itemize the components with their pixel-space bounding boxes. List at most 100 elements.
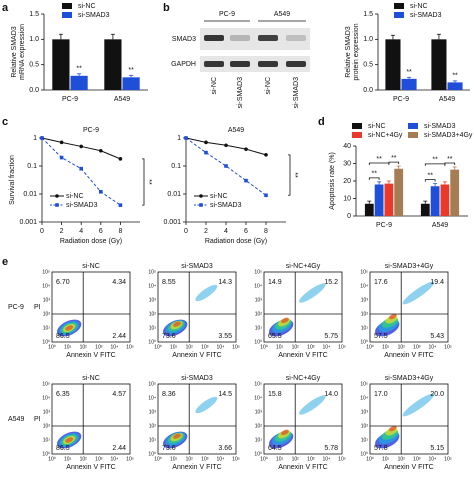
y-tick-label: 10⁴	[42, 395, 50, 401]
y-tick-label: 1.5	[363, 11, 373, 18]
x-tick-label: 2	[60, 228, 64, 235]
x-tick-label: 0	[184, 228, 188, 235]
x-tick-label: 10¹	[276, 456, 284, 462]
cell-cloud	[402, 281, 435, 305]
y-tick-label: 10⁴	[148, 395, 156, 401]
y-tick-label: 1.0	[29, 36, 39, 43]
y-tick-label: 10	[343, 195, 351, 202]
y-axis-label: Relative SMAD3	[11, 26, 18, 77]
y-tick-label: 30	[343, 160, 351, 167]
quadrant-value: 2.44	[112, 333, 126, 340]
y-tick-label: 10⁵	[148, 381, 156, 387]
x-tick-label: 10⁴	[111, 456, 119, 462]
x-tick-label: 10³	[95, 344, 103, 350]
significance: **	[76, 66, 82, 73]
legend-marker	[199, 203, 203, 207]
panel-label: d	[318, 116, 325, 128]
x-tick-label: 10⁰	[154, 456, 162, 462]
cell-line-label: PC-9	[219, 11, 235, 18]
point	[204, 150, 208, 155]
quadrant-value: 4.34	[112, 279, 126, 286]
x-tick-label: 10²	[292, 456, 300, 462]
x-tick-label: 10⁵	[126, 456, 134, 462]
quadrant-value: 57.8	[374, 445, 388, 452]
legend-label: si-SMAD3	[210, 202, 242, 209]
x-tick-label: 10⁴	[323, 456, 331, 462]
y-tick-label: 10⁵	[42, 381, 50, 387]
y-tick-label: 10²	[255, 423, 263, 429]
column-title: si-NC	[82, 263, 100, 270]
y-tick-label: 0.001	[19, 219, 37, 226]
cell-cloud	[281, 429, 289, 436]
y-tick-label: 0.0	[363, 87, 373, 94]
panel-label: b	[163, 2, 170, 14]
y-tick-label: 10²	[255, 311, 263, 317]
quadrant-value: 8.36	[162, 391, 176, 398]
x-tick-label: 10⁵	[338, 456, 346, 462]
bar	[70, 75, 88, 90]
point	[79, 144, 83, 149]
y-tick-label: 10⁵	[360, 269, 368, 275]
bar	[431, 39, 447, 90]
bar	[420, 203, 430, 216]
x-tick-label: 10²	[398, 344, 406, 350]
x-tick-label: 10²	[186, 456, 194, 462]
lane-label: si-SMAD3	[293, 77, 300, 109]
y-tick-label: 10⁴	[254, 283, 262, 289]
point	[59, 140, 64, 145]
y-tick-label: 10²	[43, 311, 51, 317]
x-tick-label: 10⁴	[111, 344, 119, 350]
point	[40, 136, 44, 140]
point	[204, 140, 208, 145]
panel-label: a	[2, 2, 9, 14]
y-tick-label: 10³	[43, 409, 51, 415]
y-tick-label: 10²	[361, 311, 369, 317]
quadrant-value: 73.6	[162, 333, 176, 340]
y-tick-label: 10⁵	[42, 269, 50, 275]
y-tick-label: 10²	[361, 423, 369, 429]
significance-bracket	[368, 177, 380, 180]
point	[244, 178, 248, 183]
y-tick-label: 10²	[43, 423, 51, 429]
y-tick-label: 10²	[149, 423, 157, 429]
y-tick-label: 0.5	[363, 62, 373, 69]
blot-band	[258, 35, 278, 41]
x-axis-label: Annexin V FITC	[278, 464, 327, 471]
quadrant-value: 15.8	[268, 391, 282, 398]
legend-label: si-SMAD3	[424, 123, 456, 130]
significance-bracket	[142, 158, 145, 206]
y-tick-label: 10³	[149, 409, 157, 415]
cell-cloud	[173, 433, 181, 439]
legend-swatch	[394, 12, 404, 18]
x-tick-label: 10⁰	[154, 344, 162, 350]
x-tick-label: PC-9	[62, 96, 78, 103]
x-tick-label: 10³	[201, 456, 209, 462]
chart-title: PC-9	[83, 127, 99, 134]
x-tick-label: 10⁴	[429, 456, 437, 462]
x-axis-label: Radiation dose (Gy)	[205, 238, 267, 245]
quadrant-value: 73.6	[162, 445, 176, 452]
x-tick-label: 10⁵	[232, 456, 240, 462]
significance-bracket	[388, 161, 400, 165]
cell-cloud	[299, 283, 326, 303]
bar	[374, 184, 384, 216]
quadrant-value: 64.5	[268, 445, 282, 452]
y-tick-label: 10⁴	[254, 395, 262, 401]
lane-label: si-SMAD3	[237, 77, 244, 109]
significance: **	[145, 179, 152, 185]
legend-label: si-NC	[66, 193, 84, 200]
significance: **	[371, 171, 377, 178]
y-tick-label: 10¹	[43, 437, 51, 443]
blot-membrane	[200, 56, 310, 72]
protein-label: SMAD3	[172, 36, 196, 43]
x-tick-label: 10³	[307, 344, 315, 350]
y-tick-label: 10⁰	[42, 451, 50, 457]
y-tick-label: 10³	[361, 409, 369, 415]
quadrant-value: 5.15	[430, 445, 444, 452]
x-tick-label: 10²	[292, 344, 300, 350]
x-tick-label: 10²	[80, 344, 88, 350]
column-title: si-SMAD3	[181, 375, 213, 382]
